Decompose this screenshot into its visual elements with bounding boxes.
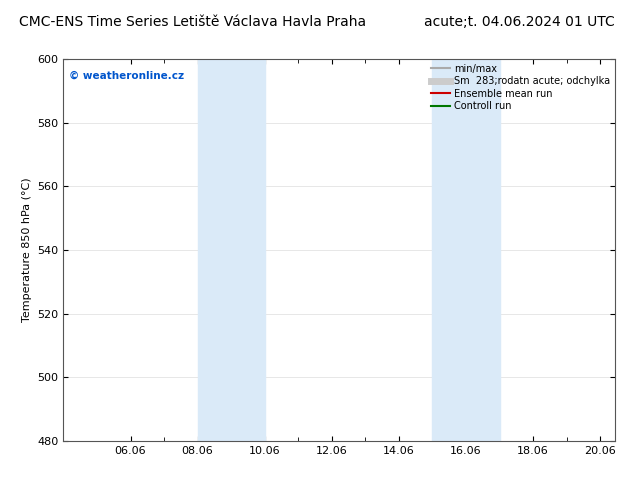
Bar: [198, 59, 265, 441]
Y-axis label: Temperature 850 hPa (°C): Temperature 850 hPa (°C): [22, 177, 32, 322]
Legend: min/max, Sm  283;rodatn acute; odchylka, Ensemble mean run, Controll run: min/max, Sm 283;rodatn acute; odchylka, …: [429, 62, 612, 113]
Text: CMC-ENS Time Series Letiště Václava Havla Praha: CMC-ENS Time Series Letiště Václava Havl…: [19, 15, 366, 29]
Text: © weatheronline.cz: © weatheronline.cz: [69, 70, 184, 80]
Text: acute;t. 04.06.2024 01 UTC: acute;t. 04.06.2024 01 UTC: [424, 15, 615, 29]
Bar: [432, 59, 500, 441]
